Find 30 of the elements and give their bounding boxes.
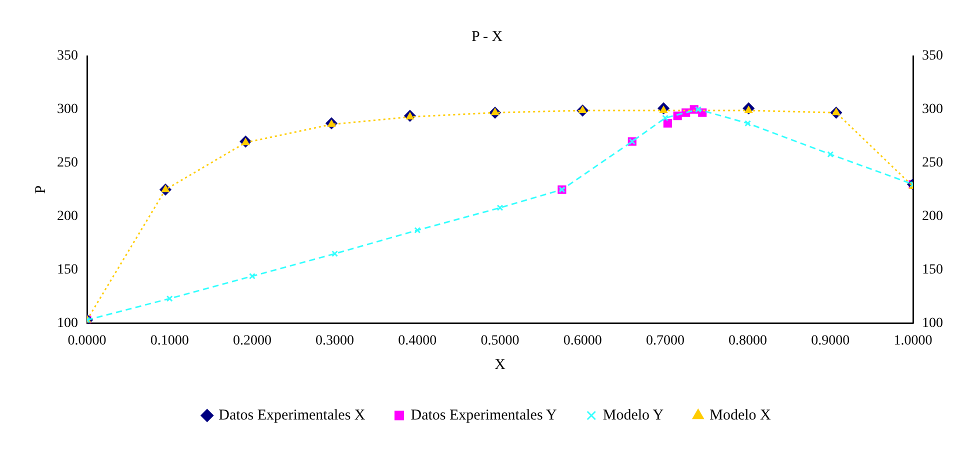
x-tick-label: 0.4000 <box>398 333 437 348</box>
y-tick-label: 350 <box>57 48 78 64</box>
legend-label: Modelo Y <box>602 407 664 424</box>
legend-label: Datos Experimentales X <box>218 407 366 424</box>
x-tick-label: 0.2000 <box>232 333 272 348</box>
y2-tick-label: 150 <box>922 262 943 278</box>
y-axis-title: P <box>32 185 49 194</box>
x-axis-title: X <box>494 356 506 373</box>
x-tick-label: 0.0000 <box>68 333 106 348</box>
y2-tick-label: 200 <box>922 208 943 224</box>
y-tick-label: 100 <box>57 316 78 331</box>
legend-label: Datos Experimentales Y <box>410 407 557 424</box>
y-tick-label: 200 <box>57 208 78 224</box>
x-tick-label: 0.9000 <box>811 333 850 348</box>
chart-title: P - X <box>471 28 503 45</box>
y-tick-label: 250 <box>57 156 78 171</box>
y-tick-label: 150 <box>57 262 78 278</box>
x-tick-label: 0.3000 <box>316 333 354 348</box>
y2-tick-label: 100 <box>922 316 943 331</box>
y2-tick-label: 300 <box>922 102 943 118</box>
y2-tick-label: 350 <box>922 48 943 64</box>
x-tick-label: 0.7000 <box>646 333 684 348</box>
x-tick-label: 0.6000 <box>563 333 602 348</box>
x-tick-label: 1.0000 <box>894 333 932 348</box>
y-tick-label: 300 <box>57 102 78 118</box>
legend-label: Modelo X <box>710 407 772 424</box>
x-tick-label: 0.5000 <box>480 333 520 348</box>
x-tick-label: 0.8000 <box>728 333 768 348</box>
y2-tick-label: 250 <box>922 156 943 171</box>
x-tick-label: 0.1000 <box>150 333 189 348</box>
